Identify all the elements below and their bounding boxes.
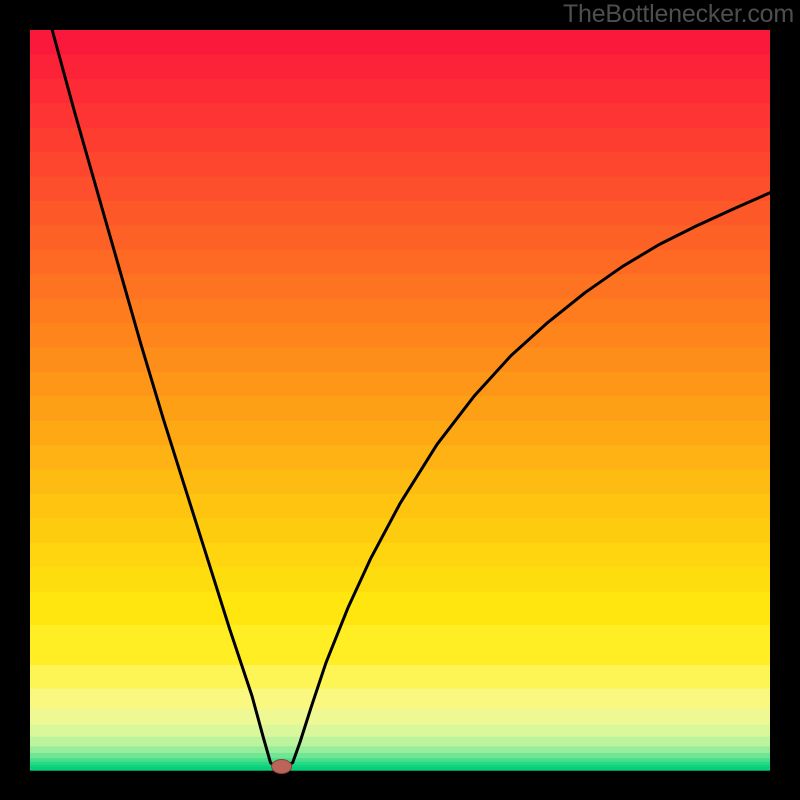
chart-canvas: TheBottlenecker.com <box>0 0 800 800</box>
bottleneck-chart <box>0 0 800 800</box>
gradient-background <box>30 30 770 771</box>
optimal-point-marker <box>272 760 292 774</box>
